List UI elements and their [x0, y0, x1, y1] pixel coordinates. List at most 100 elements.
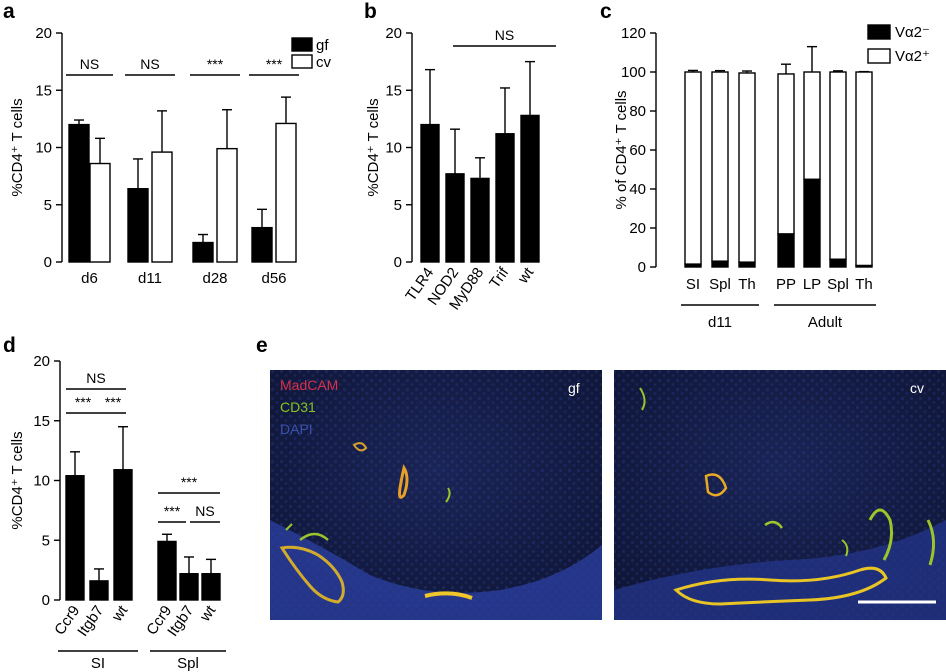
micrograph-cv: cv — [614, 370, 946, 620]
bar-gf-d11 — [127, 188, 149, 263]
bar-Itgb7 — [179, 573, 199, 601]
micrograph-gf: MadCAM CD31 DAPI gf — [270, 370, 602, 620]
bar-gf-d56 — [251, 226, 273, 263]
x-tick-label: wt — [108, 602, 132, 626]
y-axis-label: %CD4⁺ T cells — [9, 98, 26, 196]
bar-segment-Vα2⁻-Spl — [711, 260, 729, 268]
y-axis-label: %CD4⁺ T cells — [9, 431, 26, 529]
micrograph-cv-epithelium — [614, 520, 946, 620]
micrograph-gf-vessel — [279, 545, 345, 604]
y-tick-label: 20 — [33, 353, 50, 370]
y-tick-label: 15 — [33, 413, 50, 430]
bar-segment-Vα2⁺-Spl — [711, 71, 729, 262]
bar-segment-Vα2⁺-SI — [684, 71, 702, 265]
y-tick-label: 120 — [621, 25, 646, 42]
legend-label-Vα2⁻: Vα2⁻ — [895, 24, 930, 41]
x-tick-label: d11 — [138, 270, 162, 287]
significance-label: NS — [140, 56, 159, 72]
y-tick-label: 0 — [42, 592, 50, 609]
x-tick-label: d6 — [81, 270, 98, 287]
y-tick-label: 20 — [385, 25, 402, 42]
micrograph-gf-vessel — [445, 487, 451, 503]
bar-segment-Vα2⁺-LP — [803, 71, 821, 180]
y-tick-label: 60 — [629, 142, 646, 159]
micrograph-cv-vessel — [926, 519, 935, 566]
significance-label: *** — [164, 503, 181, 519]
y-tick-label: 5 — [394, 197, 402, 214]
micrograph-cv-vessel — [704, 473, 728, 497]
y-tick-label: 40 — [629, 181, 646, 198]
bar-Itgb7 — [89, 580, 109, 601]
significance-label: NS — [86, 370, 105, 386]
y-axis-label: %CD4⁺ T cells — [365, 98, 382, 196]
x-tick-label: Itgb7 — [74, 603, 107, 640]
panel-label-d: d — [3, 334, 16, 357]
y-tick-label: 20 — [629, 220, 646, 237]
micrograph-gf-label: gf — [568, 380, 580, 396]
panel-label-a: a — [3, 0, 15, 23]
bar-segment-Vα2⁻-PP — [777, 233, 795, 268]
y-tick-label: 0 — [44, 254, 52, 271]
bar-cv-d56 — [275, 122, 297, 263]
legend-swatch-gf — [291, 37, 313, 52]
micrograph-cv-vessel — [673, 566, 888, 606]
panel-label-c: c — [600, 0, 612, 23]
bar-TLR4 — [420, 123, 440, 263]
bar-wt — [201, 573, 221, 601]
legend-swatch-cv — [291, 54, 313, 69]
micrograph-cv-vessel — [841, 539, 849, 557]
legend-label-Vα2⁺: Vα2⁺ — [895, 48, 930, 65]
panel-label-e: e — [256, 334, 268, 357]
y-tick-label: 0 — [638, 259, 646, 276]
x-tick-label: Spl — [827, 276, 849, 293]
stain-label-madcam: MadCAM — [280, 377, 338, 393]
y-tick-label: 10 — [385, 140, 402, 157]
micrograph-gf-vessel — [398, 464, 409, 499]
bar-cv-d6 — [89, 162, 111, 263]
x-tick-label: Trif — [486, 264, 513, 292]
y-tick-label: 20 — [35, 25, 52, 42]
y-tick-label: 15 — [385, 82, 402, 99]
x-tick-label: wt — [196, 602, 220, 626]
micrograph-gf-vessel — [352, 442, 368, 452]
significance-label: *** — [75, 394, 92, 410]
x-tick-label: d28 — [202, 270, 227, 287]
chart-a: 0 5 10 15 20 %CD4⁺ T cells d6 d11 d28 d56 NS NS *** *… — [9, 25, 332, 287]
y-tick-label: 5 — [44, 197, 52, 214]
bar-segment-Vα2⁻-Th — [738, 261, 756, 268]
bar-segment-Vα2⁺-Th — [855, 71, 873, 267]
y-tick-label: 15 — [35, 82, 52, 99]
legend-label-gf: gf — [316, 37, 329, 54]
x-tick-label: d56 — [261, 270, 286, 287]
significance-label: NS — [80, 56, 99, 72]
bar-MyD88 — [470, 177, 490, 263]
bar-Trif — [495, 133, 515, 263]
bar-NOD2 — [445, 173, 465, 263]
micrograph-cv-label: cv — [910, 380, 924, 396]
bar-Ccr9 — [157, 540, 177, 601]
bar-gf-d28 — [192, 241, 214, 263]
chart-c: 0 20 40 60 80 100 120 % of CD4⁺ T cells SI Spl Th P… — [613, 24, 930, 331]
bar-cv-d11 — [151, 151, 173, 263]
legend-label-cv: cv — [316, 54, 332, 71]
legend-swatch-Vα2⁻ — [867, 24, 891, 40]
bar-wt — [520, 114, 540, 263]
y-tick-label: 80 — [629, 103, 646, 120]
panel-label-b: b — [364, 0, 377, 23]
x-tick-label: LP — [803, 276, 821, 293]
y-tick-label: 5 — [42, 532, 50, 549]
y-tick-label: 10 — [35, 140, 52, 157]
micrograph-cv-vessel — [639, 387, 646, 411]
x-tick-label: Th — [738, 276, 756, 293]
micrograph-gf-vessel — [424, 591, 473, 600]
significance-label: *** — [105, 394, 122, 410]
y-axis-label: % of CD4⁺ T cells — [613, 90, 630, 209]
micrograph-gf-epithelium — [270, 520, 602, 620]
stain-label-cd31: CD31 — [280, 399, 316, 415]
bar-segment-Vα2⁻-Spl — [829, 258, 847, 268]
group-label: Adult — [808, 314, 843, 331]
x-tick-label: PP — [776, 276, 796, 293]
